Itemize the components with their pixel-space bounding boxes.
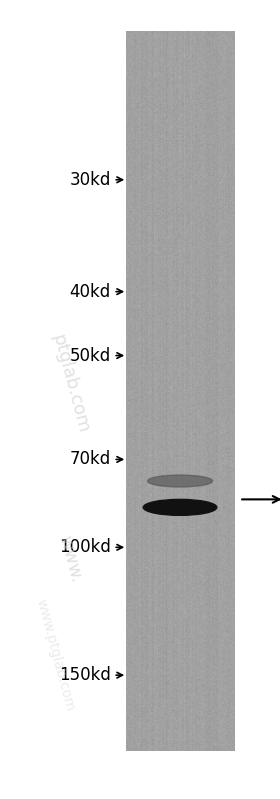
Text: 40kd: 40kd bbox=[69, 283, 111, 300]
Text: ptglab.com: ptglab.com bbox=[49, 332, 92, 435]
Text: www.: www. bbox=[55, 534, 85, 585]
Text: 100kd: 100kd bbox=[59, 539, 111, 556]
Text: 50kd: 50kd bbox=[69, 347, 111, 364]
Text: 150kd: 150kd bbox=[59, 666, 111, 684]
Ellipse shape bbox=[148, 475, 213, 487]
Text: 70kd: 70kd bbox=[69, 451, 111, 468]
Text: www.ptglab.com: www.ptglab.com bbox=[34, 598, 77, 713]
Ellipse shape bbox=[143, 499, 217, 515]
Text: 30kd: 30kd bbox=[69, 171, 111, 189]
